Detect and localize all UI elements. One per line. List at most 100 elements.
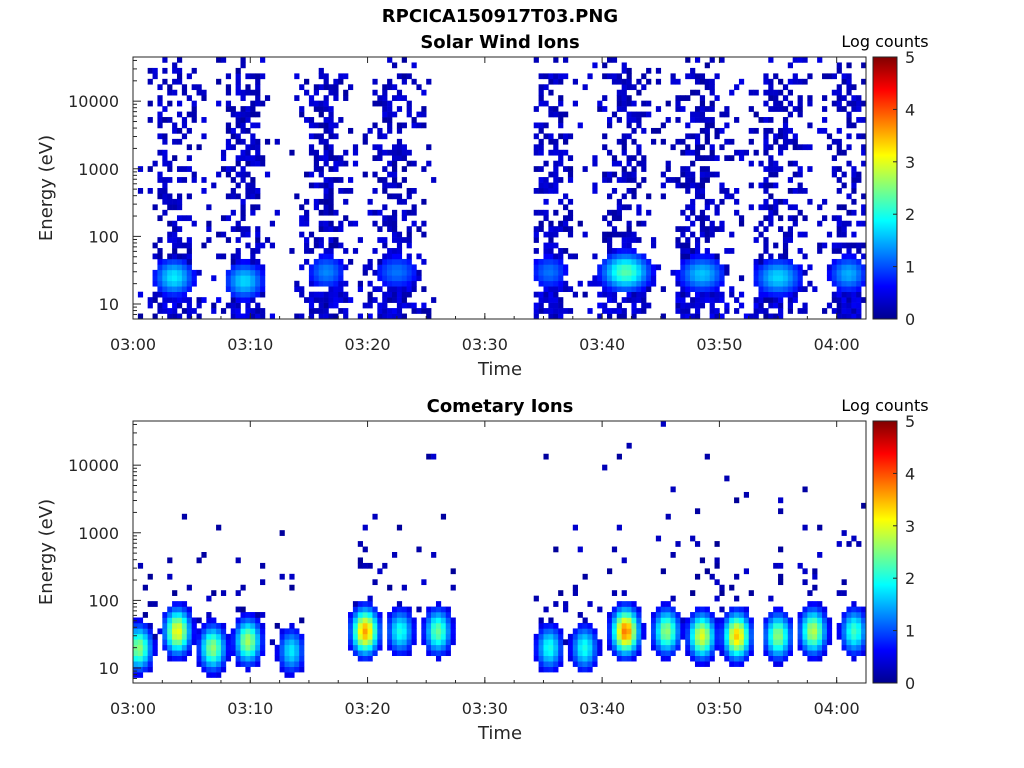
heatmap-cell bbox=[826, 231, 833, 238]
heatmap-cell bbox=[152, 269, 158, 276]
heatmap-cell bbox=[582, 661, 588, 667]
heatmap-cell bbox=[162, 264, 168, 271]
heatmap-cell bbox=[631, 231, 637, 238]
heatmap-cell bbox=[333, 264, 339, 271]
colorbar-tick-label: 3 bbox=[905, 517, 915, 536]
heatmap-cell bbox=[211, 650, 217, 657]
heatmap-cell bbox=[318, 138, 324, 145]
heatmap-cell bbox=[704, 253, 710, 260]
heatmap-cell bbox=[773, 297, 779, 303]
heatmap-cell bbox=[260, 579, 266, 586]
heatmap-cell bbox=[812, 639, 818, 646]
heatmap-cell bbox=[773, 639, 779, 646]
heatmap-cell bbox=[142, 584, 148, 591]
heatmap-cell bbox=[391, 166, 398, 172]
heatmap-cell bbox=[558, 639, 564, 646]
heatmap-cell bbox=[357, 622, 363, 629]
heatmap-cell bbox=[167, 308, 173, 314]
heatmap-cell bbox=[313, 275, 319, 282]
heatmap-cell bbox=[616, 106, 622, 112]
heatmap-cell bbox=[768, 269, 774, 276]
heatmap-cell bbox=[230, 258, 236, 265]
heatmap-cell bbox=[553, 242, 559, 249]
heatmap-cell bbox=[787, 650, 793, 657]
heatmap-cell bbox=[328, 237, 334, 243]
heatmap-cell bbox=[797, 166, 803, 172]
heatmap-cell bbox=[279, 628, 285, 635]
heatmap-cell bbox=[377, 622, 383, 629]
heatmap-cell bbox=[328, 182, 334, 189]
heatmap-cell bbox=[714, 226, 720, 232]
heatmap-cell bbox=[685, 291, 691, 298]
heatmap-cell bbox=[675, 622, 681, 629]
heatmap-cell bbox=[235, 248, 241, 254]
heatmap-cell bbox=[538, 166, 544, 172]
heatmap-cell bbox=[787, 160, 793, 167]
heatmap-cell bbox=[626, 226, 632, 232]
heatmap-cell bbox=[846, 269, 852, 276]
heatmap-cell bbox=[646, 209, 652, 216]
heatmap-cell bbox=[538, 275, 544, 282]
heatmap-cell bbox=[558, 275, 564, 282]
heatmap-cell bbox=[313, 198, 319, 205]
heatmap-cell bbox=[675, 95, 681, 101]
heatmap-cell bbox=[685, 253, 691, 260]
heatmap-cell bbox=[773, 106, 779, 112]
heatmap-cell bbox=[445, 612, 451, 618]
heatmap-cell bbox=[186, 650, 192, 657]
heatmap-cell bbox=[382, 242, 388, 249]
heatmap-cell bbox=[401, 166, 407, 172]
heatmap-cell bbox=[846, 242, 852, 249]
heatmap-cell bbox=[235, 617, 241, 624]
heatmap-cell bbox=[250, 188, 256, 194]
heatmap-cell bbox=[846, 84, 852, 91]
heatmap-cell bbox=[211, 617, 217, 624]
heatmap-cell bbox=[758, 269, 764, 276]
heatmap-cell bbox=[299, 639, 305, 646]
heatmap-cell bbox=[680, 297, 686, 303]
heatmap-cell bbox=[553, 138, 559, 145]
heatmap-cell bbox=[782, 117, 789, 123]
heatmap-cell bbox=[162, 57, 168, 63]
heatmap-cell bbox=[167, 166, 173, 172]
heatmap-cell bbox=[807, 644, 813, 651]
heatmap-cell bbox=[846, 73, 852, 80]
heatmap-cell bbox=[685, 95, 691, 101]
heatmap-cell bbox=[729, 633, 735, 640]
heatmap-cell bbox=[352, 622, 359, 629]
heatmap-cell bbox=[284, 666, 290, 673]
heatmap-cell bbox=[665, 655, 671, 662]
heatmap-cell bbox=[738, 291, 745, 298]
heatmap-cell bbox=[333, 269, 339, 276]
heatmap-cell bbox=[372, 579, 378, 586]
heatmap-cell bbox=[856, 95, 862, 101]
heatmap-cell bbox=[225, 127, 232, 134]
heatmap-cell bbox=[680, 302, 686, 309]
heatmap-cell bbox=[357, 612, 363, 618]
heatmap-cell bbox=[304, 78, 310, 85]
heatmap-cell bbox=[729, 155, 735, 162]
heatmap-cell bbox=[196, 84, 202, 91]
heatmap-cell bbox=[255, 655, 261, 662]
heatmap-cell bbox=[191, 280, 197, 287]
heatmap-cell bbox=[797, 231, 803, 238]
heatmap-cell bbox=[822, 628, 828, 635]
heatmap-cell bbox=[157, 286, 163, 293]
heatmap-cell bbox=[211, 639, 217, 646]
heatmap-cell bbox=[533, 291, 539, 298]
heatmap-cell bbox=[807, 639, 813, 646]
heatmap-cell bbox=[856, 177, 862, 183]
heatmap-cell bbox=[255, 644, 261, 651]
heatmap-cell bbox=[382, 100, 388, 107]
heatmap-cell bbox=[631, 644, 637, 651]
heatmap-cell bbox=[294, 633, 300, 640]
heatmap-cell bbox=[176, 264, 183, 271]
heatmap-cell bbox=[274, 655, 280, 662]
heatmap-cell bbox=[709, 258, 715, 265]
heatmap-cell bbox=[255, 160, 261, 167]
heatmap-cell bbox=[636, 253, 642, 260]
heatmap-cell bbox=[582, 617, 588, 624]
heatmap-cell bbox=[260, 264, 266, 271]
heatmap-cell bbox=[616, 248, 622, 254]
heatmap-cell bbox=[396, 127, 403, 134]
